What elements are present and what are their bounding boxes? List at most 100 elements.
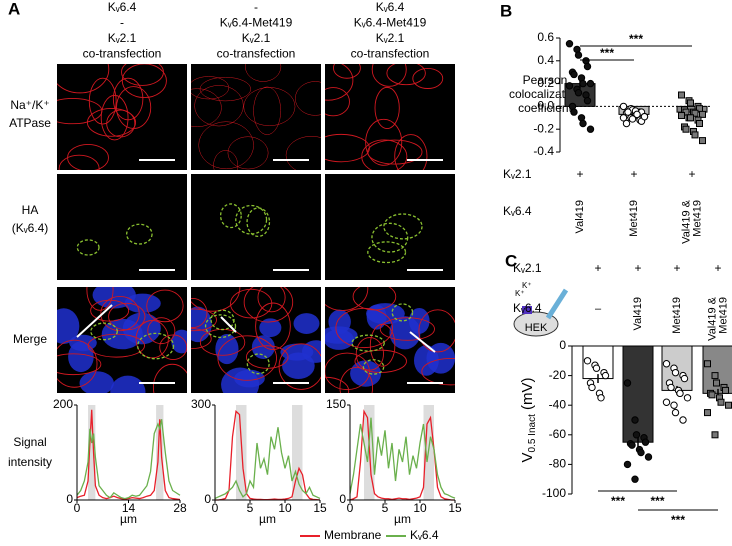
- data-point: [592, 364, 601, 372]
- ha-signal: [90, 322, 118, 341]
- membrane-outline: [255, 302, 291, 351]
- data-point: [680, 374, 689, 383]
- nucleus: [124, 293, 161, 314]
- membrane-outline: [418, 309, 455, 353]
- membrane-outline: [191, 287, 241, 312]
- data-point: [588, 383, 596, 392]
- y-axis-label: colocalization: [509, 87, 581, 101]
- data-point: [574, 51, 583, 59]
- membrane-outline: [365, 118, 403, 166]
- data-point: [662, 360, 671, 368]
- data-point: [641, 438, 650, 446]
- membrane-outline: [421, 358, 455, 386]
- image-content: [57, 64, 167, 170]
- membrane-outline: [394, 134, 428, 170]
- column-header: Kᵥ2.1: [108, 31, 137, 45]
- data-point: [579, 119, 587, 128]
- ha-signal: [246, 353, 270, 375]
- nucleus: [191, 306, 212, 343]
- data-point: [644, 453, 653, 461]
- data-point: [623, 460, 632, 469]
- data-point: [570, 70, 578, 79]
- row-label: Kᵥ6.4: [513, 301, 542, 315]
- ha-signal: [391, 303, 414, 322]
- image-content: [325, 287, 455, 393]
- cell-icon: [513, 311, 559, 337]
- ha-signal: [137, 332, 175, 360]
- data-point: [631, 475, 639, 483]
- x-tick-label: 15: [448, 501, 462, 515]
- x-tick-label: 15: [313, 501, 327, 515]
- column-header: Kᵥ2.1: [376, 31, 405, 45]
- y-tick-label: 0: [339, 492, 346, 506]
- x-axis-label: µm: [394, 512, 411, 526]
- data-point: [711, 372, 719, 380]
- data-point: [586, 79, 595, 88]
- x-axis-label: µm: [120, 512, 137, 526]
- trace-line: [76, 419, 181, 500]
- y-tick-label: -40: [549, 397, 567, 411]
- membrane-outline: [191, 308, 218, 332]
- y-tick-label: 0: [204, 492, 211, 506]
- data-point: [678, 91, 685, 99]
- ha-signal: [351, 334, 385, 352]
- membrane-outline: [88, 77, 117, 125]
- membrane-outline: [57, 64, 110, 94]
- plus-sign: +: [634, 261, 641, 275]
- channel-icon: [522, 306, 532, 314]
- trace-line: [76, 409, 181, 501]
- membrane-outline: [352, 287, 397, 311]
- data-point: [704, 360, 711, 368]
- data-point: [622, 119, 631, 128]
- nucleus: [366, 304, 387, 330]
- membrane-outline: [112, 77, 144, 121]
- nucleus: [408, 307, 430, 334]
- membrane-outline: [67, 143, 109, 170]
- membrane-outline: [333, 64, 361, 79]
- membrane-outline: [295, 81, 321, 116]
- y-tick-label: 0: [66, 492, 73, 506]
- data-point: [628, 115, 637, 123]
- membrane-outline: [325, 87, 350, 117]
- plus-sign: +: [714, 261, 721, 275]
- category-label: Val419 &: [680, 199, 692, 243]
- data-point: [583, 97, 592, 105]
- ha-signal: [383, 213, 423, 240]
- category-label: Met419: [717, 297, 729, 334]
- membrane-outline: [374, 86, 400, 129]
- panel-label: C: [505, 251, 517, 270]
- data-point: [640, 112, 649, 121]
- membrane-outline: [159, 334, 187, 360]
- nucleus: [325, 326, 358, 344]
- data-point: [623, 379, 632, 387]
- ha-signal: [235, 204, 268, 235]
- membrane-outline: [199, 76, 251, 102]
- panel-label: B: [500, 1, 512, 20]
- column-header: co-transfection: [83, 47, 162, 61]
- image-content: [76, 223, 153, 256]
- y-tick-label: -60: [549, 427, 567, 441]
- column-header: -: [120, 16, 124, 30]
- membrane-outline: [230, 288, 273, 319]
- data-point: [632, 431, 641, 439]
- membrane-outline: [371, 64, 407, 87]
- data-point: [601, 371, 610, 380]
- row-label: Signal: [13, 435, 46, 449]
- hek-label: HEK: [525, 322, 548, 334]
- membrane-outline: [227, 136, 269, 170]
- data-point: [699, 110, 706, 118]
- membrane-outline: [152, 363, 187, 393]
- trace-line: [349, 417, 456, 499]
- membrane-outline: [325, 287, 369, 311]
- highlight-band: [156, 405, 164, 500]
- nucleus: [259, 318, 282, 338]
- membrane-outline: [243, 287, 294, 323]
- image-content: [325, 64, 444, 170]
- data-point: [704, 409, 711, 417]
- data-point: [574, 89, 583, 97]
- y-axis-label-part: 0.5 Inact: [527, 414, 538, 453]
- image-background: [325, 64, 455, 170]
- x-tick-label: 5: [382, 501, 389, 515]
- nucleus: [293, 313, 320, 334]
- column-header: Kᵥ2.1: [242, 31, 271, 45]
